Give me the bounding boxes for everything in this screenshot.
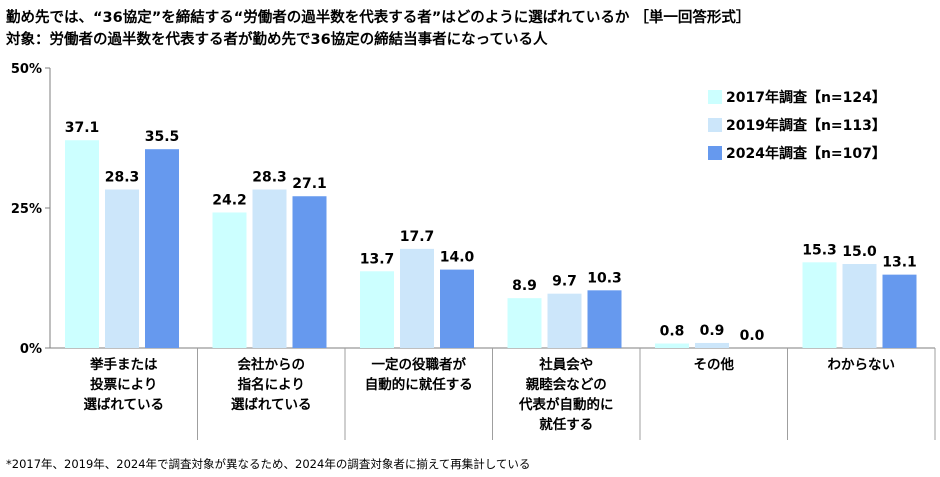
data-label: 8.9: [512, 278, 537, 294]
bar: [360, 271, 394, 348]
data-label: 0.8: [660, 324, 685, 340]
category-label: 挙手または: [89, 356, 158, 373]
data-label: 17.7: [400, 229, 435, 245]
legend-label: 2017年調査【n=124】: [726, 89, 886, 106]
data-label: 14.0: [440, 250, 475, 266]
category-label: 会社からの: [238, 356, 306, 373]
data-label: 9.7: [552, 274, 577, 290]
bar: [65, 140, 99, 348]
category-label: 就任する: [539, 416, 593, 433]
data-label: 35.5: [145, 129, 180, 145]
bar: [292, 196, 327, 348]
bar: [842, 264, 877, 348]
category-label: 代表が自動的に: [518, 396, 614, 413]
data-label: 13.7: [360, 251, 395, 267]
y-tick-label: 0%: [20, 342, 42, 357]
bar-chart: 0% 25% 50% 37.1 24.2 13.7 8.9 0.8 15.3 28.3 28.3 17…: [11, 62, 936, 440]
legend-label: 2019年調査【n=113】: [726, 117, 886, 134]
bar: [587, 290, 622, 348]
category-label: 親睦会などの: [526, 376, 607, 393]
data-label: 27.1: [292, 176, 327, 192]
data-label: 10.3: [587, 270, 622, 286]
bar: [695, 342, 729, 348]
category-label: その他: [694, 356, 735, 373]
category-label: 投票により: [90, 377, 157, 393]
bar: [252, 189, 287, 348]
data-label: 13.1: [882, 255, 917, 271]
legend-swatch: [708, 146, 722, 160]
data-label: 28.3: [105, 170, 140, 186]
bar: [547, 293, 582, 348]
legend-swatch: [708, 118, 722, 132]
data-label: 15.0: [842, 244, 877, 260]
category-label: 選ばれている: [231, 397, 312, 413]
category-label: 指名により: [238, 376, 305, 393]
category-label: 自動的に就任する: [365, 376, 473, 393]
chart-subtitle: 対象：労働者の過半数を代表する者が勤め先で36協定の締結当事者になっている人: [6, 32, 548, 48]
category-label: 社員会や: [538, 356, 593, 373]
category-label: 一定の役職者が: [372, 356, 467, 373]
data-label: 24.2: [212, 192, 247, 208]
y-tick-label: 25%: [11, 202, 42, 217]
bar: [145, 149, 179, 348]
category-label: 選ばれている: [83, 397, 164, 413]
chart-title: 勤め先では、“36協定”を締結する“労働者の過半数を代表する者”はどのように選ば…: [6, 10, 751, 26]
legend-swatch: [708, 90, 722, 104]
y-tick-label: 50%: [11, 62, 42, 77]
data-label: 0.9: [700, 323, 725, 339]
bar: [440, 269, 474, 348]
data-label: 37.1: [65, 120, 100, 136]
category-label: わからない: [828, 357, 896, 373]
bar: [400, 248, 434, 348]
data-label: 28.3: [252, 170, 287, 186]
bar: [507, 298, 542, 348]
bar: [655, 343, 689, 348]
bar: [212, 212, 247, 348]
data-label: 0.0: [740, 328, 765, 344]
bar: [882, 274, 917, 348]
footnote: *2017年、2019年、2024年で調査対象が異なるため、2024年の調査対象…: [6, 457, 531, 471]
legend-label: 2024年調査【n=107】: [726, 145, 886, 162]
bar: [802, 262, 837, 348]
data-label: 15.3: [802, 242, 837, 258]
bar: [105, 189, 139, 348]
